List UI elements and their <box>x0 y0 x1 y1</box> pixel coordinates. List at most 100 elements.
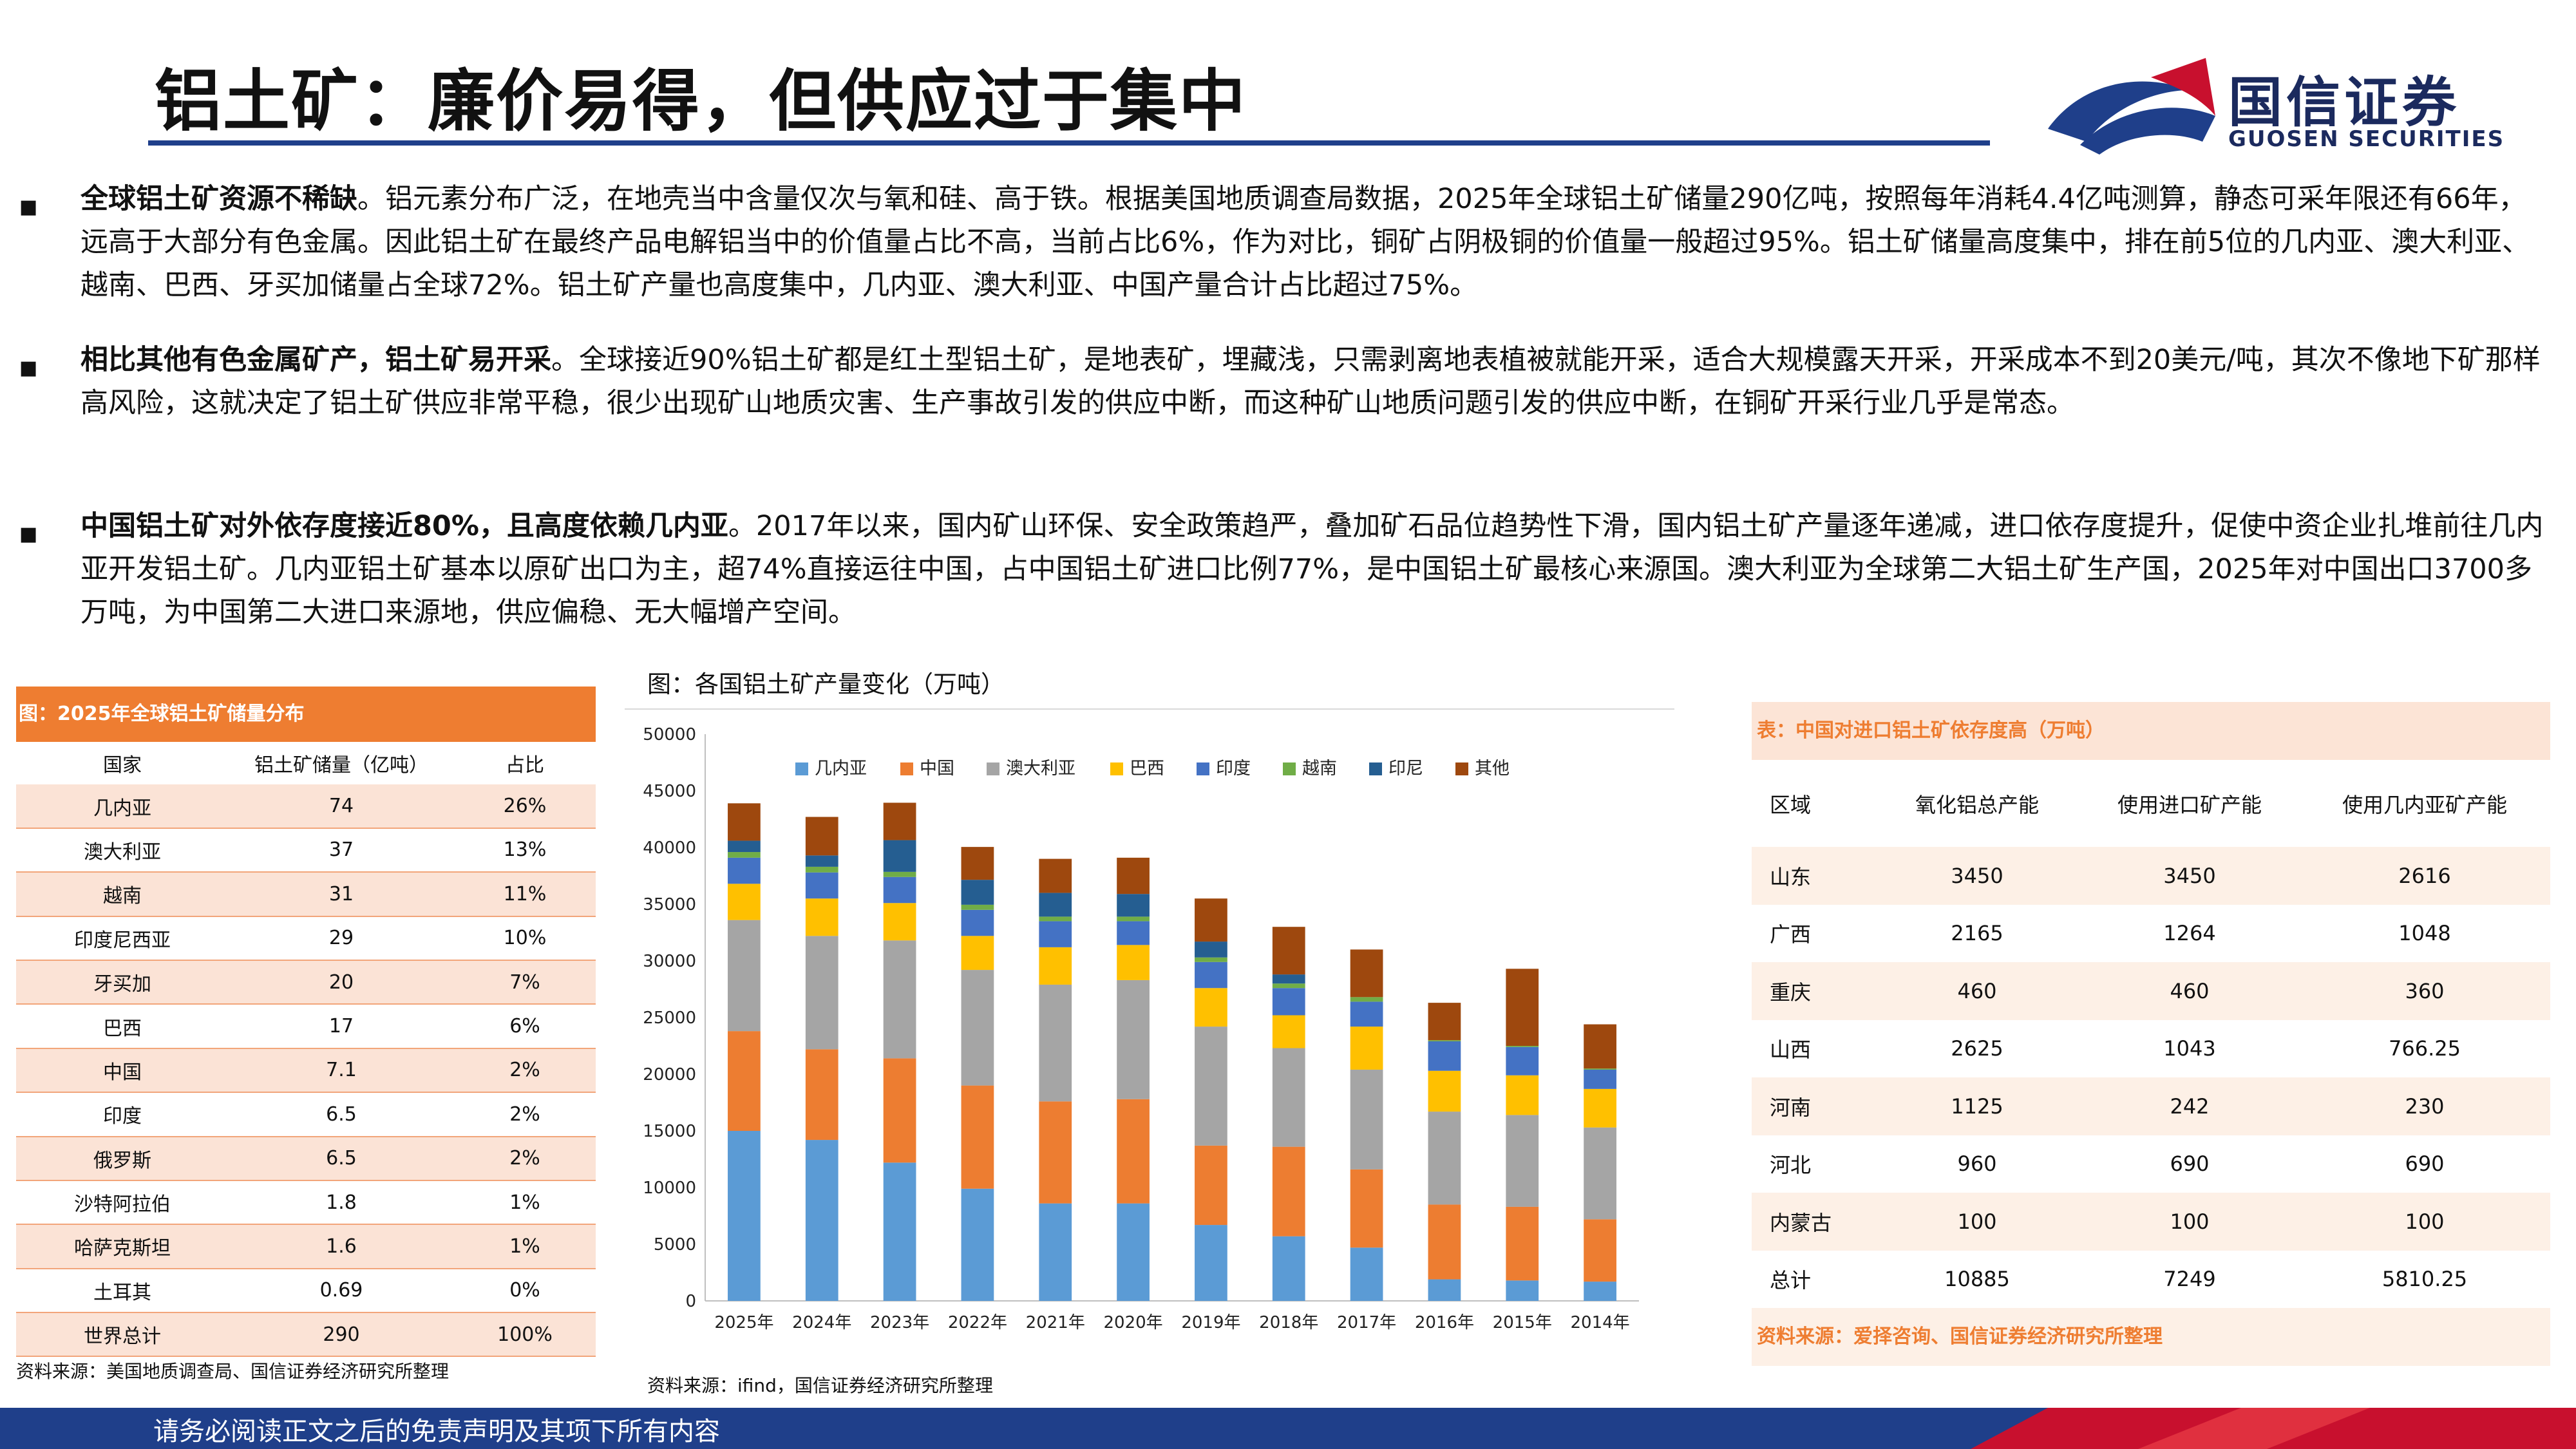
logo-text-en: GUOSEN SECURITIES <box>2228 126 2505 152</box>
bar-segment <box>961 1085 994 1189</box>
bar-segment <box>805 872 838 899</box>
bar-segment <box>728 840 761 853</box>
bar-segment <box>1506 1280 1539 1301</box>
y-tick-label: 25000 <box>643 1009 696 1028</box>
bar-segment <box>961 970 994 1086</box>
table-cell: 山西 <box>1770 1037 1812 1063</box>
table-cell: 0.69 <box>319 1279 363 1302</box>
legend-label: 印度 <box>1216 759 1251 779</box>
bar-segment <box>1117 980 1150 1099</box>
bar-segment <box>961 1188 994 1301</box>
logo-text-cn: 国信证券 <box>2228 71 2461 134</box>
table-cell: 1264 <box>2163 921 2216 946</box>
table-cell: 1125 <box>1951 1094 2003 1119</box>
table-cell: 100 <box>1957 1209 1997 1234</box>
table-cell: 460 <box>1957 978 1997 1003</box>
bar-segment <box>1272 1048 1305 1147</box>
table-cell: 6% <box>509 1015 540 1038</box>
bar-segment <box>1195 988 1227 1027</box>
bar-segment <box>1272 927 1305 975</box>
table-cell: 哈萨克斯坦 <box>74 1237 171 1260</box>
table-row: 牙买加 20 7% <box>16 960 596 1005</box>
table-cell: 17 <box>328 1015 354 1038</box>
import-table-body: 山东 3450 3450 2616 广西 2165 1264 1048 重庆 460 460 360 山… <box>1752 847 2550 1308</box>
table-cell: 10% <box>503 927 547 950</box>
guosen-logo-icon <box>2048 58 2215 155</box>
header-cell: 使用几内亚矿产能 <box>2342 792 2507 817</box>
legend-label: 越南 <box>1302 759 1337 779</box>
table-cell: 世界总计 <box>84 1325 161 1349</box>
paragraph-lead: 相比其他有色金属矿产，铝土矿易开采 <box>80 344 551 376</box>
bar-segment <box>728 1031 761 1131</box>
table-row: 中国 7.1 2% <box>16 1048 596 1094</box>
paragraph-body: 。全球接近90%铝土矿都是红土型铝土矿，是地表矿，埋藏浅，只需剥离地表植被就能开… <box>80 344 2541 419</box>
reserves-table: 图：2025年全球铝土矿储量分布 国家 铝土矿储量（亿吨） 占比 几内亚 74 26… <box>16 687 596 1358</box>
bar-segment <box>883 871 916 877</box>
bar-segment <box>1039 1203 1072 1301</box>
y-tick-label: 50000 <box>643 725 696 744</box>
bar-segment <box>1506 969 1539 1046</box>
bar-segment <box>1272 988 1305 1016</box>
x-tick-label: 2014年 <box>1570 1313 1629 1332</box>
bar-segment <box>1428 1279 1461 1301</box>
table-cell: 2% <box>509 1103 540 1126</box>
x-tick-label: 2018年 <box>1259 1313 1318 1332</box>
bar-segment <box>805 855 838 867</box>
bar-segment <box>1195 1145 1227 1226</box>
bar-segment <box>961 904 994 910</box>
table-cell: 1.8 <box>326 1191 357 1214</box>
table-cell: 3450 <box>1951 863 2003 888</box>
paragraph-body: 。铝元素分布广泛，在地壳当中含量仅次与氧和硅、高于铁。根据美国地质调查局数据，2… <box>80 183 2530 301</box>
table-cell: 11% <box>503 882 547 905</box>
table-cell: 5810.25 <box>2382 1267 2468 1292</box>
legend-label: 中国 <box>920 759 954 779</box>
bar-segment <box>883 876 916 904</box>
table-cell: 1043 <box>2163 1036 2216 1061</box>
bar-segment <box>1117 1099 1150 1204</box>
y-tick-label: 35000 <box>643 895 696 914</box>
bar-segment <box>1428 1003 1461 1041</box>
table-cell: 俄罗斯 <box>93 1149 151 1172</box>
table-cell: 0% <box>509 1279 540 1302</box>
bar-segment <box>805 1140 838 1301</box>
y-tick-label: 0 <box>685 1292 696 1311</box>
legend-swatch <box>1110 762 1123 775</box>
legend-label: 巴西 <box>1130 759 1164 779</box>
bullet-icon: ■ <box>19 357 38 379</box>
bar-segment <box>1195 942 1227 958</box>
table-cell: 2625 <box>1951 1036 2003 1061</box>
table-row: 河南 1125 242 230 <box>1752 1077 2550 1135</box>
production-stacked-bar-chart: 0 5000 10000 15000 20000 25000 30000 35000 40000… <box>625 708 1674 1332</box>
bar-segment <box>805 1049 838 1141</box>
bar-segment <box>883 840 916 872</box>
bar-segment <box>1117 894 1150 917</box>
table-row: 世界总计 290 100% <box>16 1313 596 1358</box>
table-cell: 20 <box>328 971 354 994</box>
y-tick-label: 10000 <box>643 1179 696 1198</box>
y-tick-label: 30000 <box>643 952 696 971</box>
table-cell: 690 <box>2405 1151 2445 1177</box>
table-cell: 几内亚 <box>93 797 151 820</box>
bar-segment <box>961 936 994 971</box>
bullet-icon: ■ <box>19 523 38 545</box>
bar-segment <box>1272 974 1305 984</box>
legend-swatch <box>987 762 999 775</box>
bar-segment <box>1117 857 1150 895</box>
bar-segment <box>1039 947 1072 985</box>
bar-segment <box>1350 997 1383 1002</box>
reserves-table-body: 几内亚 74 26% 澳大利亚 37 13% 越南 31 11% 印度尼西亚 29 10% 牙买加 20 7… <box>16 784 596 1358</box>
bar-segment <box>883 1162 916 1301</box>
bar-segment <box>1584 1069 1616 1089</box>
table-row: 越南 31 11% <box>16 873 596 917</box>
bar-segment <box>728 1131 761 1301</box>
page-title: 铝土矿：廉价易得，但供应过于集中 <box>155 62 1247 140</box>
paragraph-lead: 中国铝土矿对外依存度接近80%，且高度依赖几内亚 <box>80 510 728 542</box>
legend-label: 印尼 <box>1388 759 1423 779</box>
table-cell: 460 <box>2170 978 2210 1003</box>
table-cell: 7% <box>509 971 540 994</box>
bar-segment <box>1272 1015 1305 1048</box>
bar-segment <box>1350 949 1383 998</box>
table-cell: 中国 <box>103 1061 142 1084</box>
table-cell: 10885 <box>1944 1267 2010 1292</box>
bar-segment <box>1428 1041 1461 1071</box>
